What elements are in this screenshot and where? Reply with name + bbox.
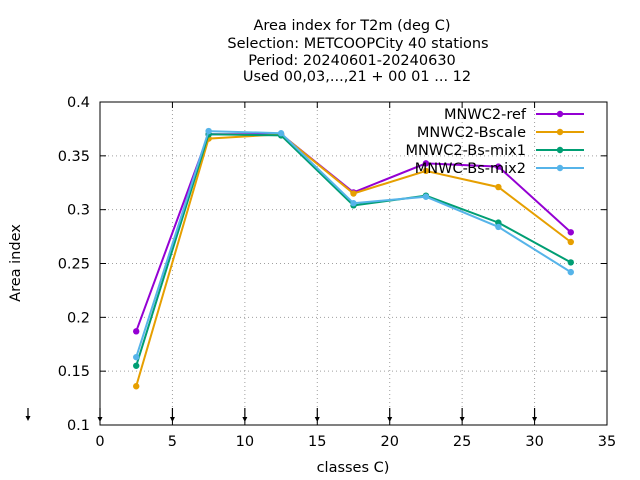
data-point bbox=[422, 167, 430, 175]
x-tick-label: 5 bbox=[168, 434, 177, 450]
down-arrow-icon bbox=[459, 408, 465, 422]
series bbox=[133, 127, 574, 361]
legend-item: MNWC2-ref bbox=[444, 107, 584, 123]
down-arrow-icon bbox=[25, 408, 31, 421]
data-point bbox=[422, 160, 430, 167]
data-point bbox=[495, 163, 502, 170]
legend-label: MNWC2-Bscale bbox=[417, 125, 526, 141]
legend-marker bbox=[556, 164, 564, 172]
title-line-3: Period: 20240601-20240630 bbox=[248, 53, 456, 69]
y-tick-label: 0.2 bbox=[67, 310, 90, 326]
grid bbox=[100, 102, 607, 425]
legend-label: MNWC2-Bs-mix1 bbox=[406, 143, 526, 159]
y-tick-label: 0.1 bbox=[67, 418, 90, 434]
x-tick-label: 35 bbox=[598, 434, 616, 450]
data-point bbox=[133, 328, 140, 335]
y-tick-label: 0.35 bbox=[58, 149, 90, 165]
data-point bbox=[567, 229, 574, 236]
data-point bbox=[133, 353, 140, 361]
y-axis-label: Area index bbox=[8, 224, 24, 302]
data-point bbox=[350, 190, 357, 197]
title-line-2: Selection: METCOOPCity 40 stations bbox=[227, 36, 488, 52]
legend-label: MNWC2-ref bbox=[444, 107, 527, 123]
data-point bbox=[205, 127, 212, 135]
data-point bbox=[567, 268, 574, 276]
data-point bbox=[495, 223, 502, 231]
x-tick-label: 30 bbox=[525, 434, 543, 450]
down-arrow-icon bbox=[532, 408, 538, 422]
data-point bbox=[567, 238, 574, 246]
legend-label: MNWC-Bs-mix2 bbox=[415, 161, 526, 177]
y-tick-label: 0.15 bbox=[58, 364, 90, 380]
down-arrow-icon bbox=[314, 408, 320, 422]
axis-ticks: 0 5 10 15 20 25 30 35 0.1 0.15 0.2 0.25 0.3 0.35 0.4 bbox=[58, 95, 617, 450]
y-tick-label: 0.3 bbox=[67, 203, 90, 219]
legend-item: MNWC2-Bscale bbox=[417, 125, 584, 141]
down-arrow-icon bbox=[387, 408, 393, 422]
data-point bbox=[133, 362, 140, 369]
plot-frame bbox=[99, 101, 608, 426]
series-layer bbox=[133, 127, 574, 390]
x-tick-label: 10 bbox=[236, 434, 254, 450]
x-axis-label: classes C) bbox=[317, 460, 390, 476]
down-arrow-icon bbox=[169, 408, 175, 422]
legend-marker bbox=[556, 146, 564, 154]
data-point bbox=[133, 383, 140, 390]
down-arrow-icon bbox=[242, 408, 248, 422]
legend-marker bbox=[556, 110, 564, 118]
chart-title: Area index for T2m (deg C) Selection: ME… bbox=[227, 18, 488, 85]
bottom-arrows bbox=[25, 408, 538, 422]
legend-item: MNWC2-Bs-mix1 bbox=[406, 143, 584, 159]
x-tick-label: 15 bbox=[308, 434, 326, 450]
x-tick-label: 0 bbox=[95, 434, 104, 450]
title-line-4: Used 00,03,...,21 + 00 01 ... 12 bbox=[243, 69, 471, 85]
y-tick-label: 0.25 bbox=[58, 257, 90, 273]
legend-marker bbox=[556, 128, 564, 136]
x-tick-label: 25 bbox=[453, 434, 471, 450]
data-point bbox=[495, 183, 502, 191]
data-point bbox=[350, 200, 357, 207]
data-point bbox=[567, 259, 574, 266]
legend-item: MNWC-Bs-mix2 bbox=[415, 161, 584, 177]
title-line-1: Area index for T2m (deg C) bbox=[254, 18, 451, 34]
x-tick-label: 20 bbox=[380, 434, 398, 450]
data-point bbox=[277, 130, 285, 137]
data-point bbox=[422, 193, 430, 200]
y-tick-label: 0.4 bbox=[67, 95, 90, 111]
legend: MNWC2-ref MNWC2-Bscale MNWC2-Bs-mix1 MNWC-B… bbox=[406, 107, 584, 177]
